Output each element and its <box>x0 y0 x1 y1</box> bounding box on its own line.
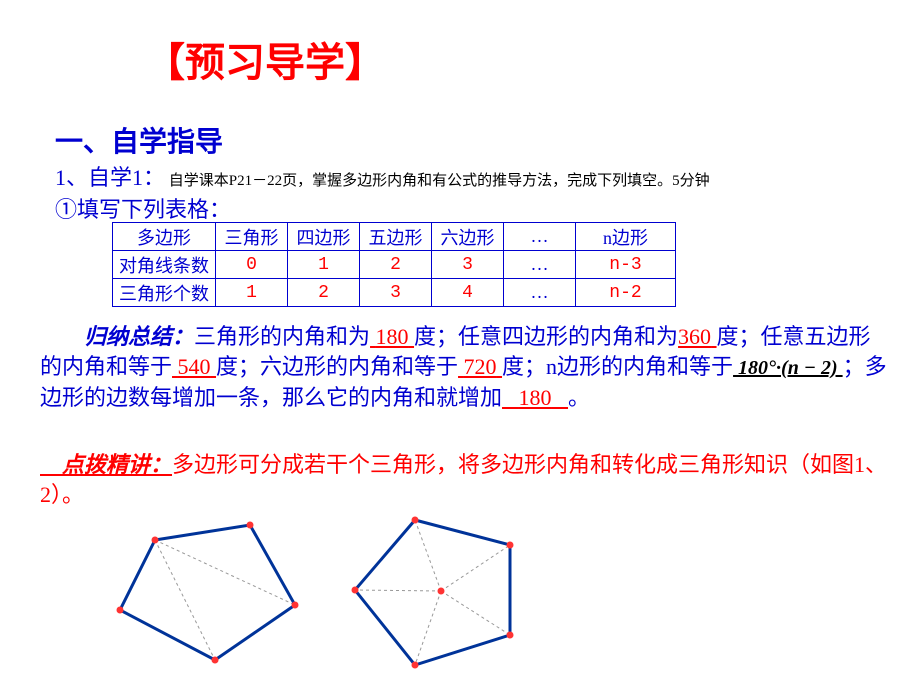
th-3: 五边形 <box>360 223 432 251</box>
cell: 0 <box>216 251 288 279</box>
polygon-table: 多边形 三角形 四边形 五边形 六边形 … n边形 对角线条数 0 1 2 3 … <box>112 222 676 307</box>
th-5: … <box>504 223 576 251</box>
pentagon-2-vertex-dot <box>412 517 419 524</box>
table-row: 对角线条数 0 1 2 3 … n-3 <box>113 251 676 279</box>
table-row: 三角形个数 1 2 3 4 … n-2 <box>113 279 676 307</box>
instruction-line-2: ①填写下列表格： <box>55 192 231 224</box>
pentagon-2-spoke <box>415 591 441 665</box>
cell: … <box>504 279 576 307</box>
th-1: 三角形 <box>216 223 288 251</box>
blank-360: 360 <box>678 324 717 349</box>
pentagon-1-vertex-dot <box>247 522 254 529</box>
t1b: 度；任意四边形的内角和为 <box>414 324 678 349</box>
pentagon-1-vertex-dot <box>292 602 299 609</box>
pentagon-1-diagonal <box>155 540 295 605</box>
cell: 4 <box>432 279 504 307</box>
t1a: 三角形的内角和为 <box>194 324 370 349</box>
cell: 1 <box>288 251 360 279</box>
summary-paragraph: 归纳总结：三角形的内角和为 180 度；任意四边形的内角和为360 度；任意五边… <box>40 322 890 413</box>
row-label-0: 对角线条数 <box>113 251 216 279</box>
th-4: 六边形 <box>432 223 504 251</box>
pentagon-2-vertex-dot <box>507 542 514 549</box>
pentagon-2-spoke <box>355 590 441 591</box>
blank-formula: 180°·(n − 2) <box>733 357 843 379</box>
main-title: 【预习导学】 <box>145 30 385 88</box>
line1-text: 自学课本P21－22页，掌握多边形内角和有公式的推导方法，完成下列填空。5分钟 <box>169 173 710 189</box>
pentagon-1-diagonal <box>155 540 215 660</box>
summary-lead: 归纳总结： <box>40 324 194 349</box>
blank-180b: 180 <box>502 385 568 410</box>
blank-180: 180 <box>370 324 414 349</box>
pentagon-1 <box>120 525 295 660</box>
pentagon-2-vertex-dot <box>352 587 359 594</box>
pentagon-2-spoke <box>441 545 510 591</box>
table-head-row: 多边形 三角形 四边形 五边形 六边形 … n边形 <box>113 223 676 251</box>
section-1-heading: 一、自学指导 <box>55 120 223 160</box>
row-label-1: 三角形个数 <box>113 279 216 307</box>
pentagon-1-outline <box>120 525 295 660</box>
pentagon-1-vertex-dot <box>117 607 124 614</box>
pentagon-1-vertex-dot <box>212 657 219 664</box>
t1g: 。 <box>568 385 590 410</box>
cell: 2 <box>288 279 360 307</box>
pentagons-svg <box>95 500 575 680</box>
pentagon-2-vertex-dot <box>412 662 419 669</box>
pentagon-2-center-dot <box>438 588 445 595</box>
instruction-line-1: 1、自学1： 自学课本P21－22页，掌握多边形内角和有公式的推导方法，完成下列… <box>55 160 710 192</box>
line1-prefix: 1、自学1： <box>55 165 165 190</box>
diagrams-wrapper <box>95 500 575 680</box>
th-6: n边形 <box>576 223 676 251</box>
pentagon-2-outline <box>355 520 510 665</box>
cell: n-2 <box>576 279 676 307</box>
th-0: 多边形 <box>113 223 216 251</box>
cell: n-3 <box>576 251 676 279</box>
cell: 3 <box>360 279 432 307</box>
pentagon-2-spoke <box>441 591 510 635</box>
pentagon-2-vertex-dot <box>507 632 514 639</box>
blank-720: 720 <box>458 354 502 379</box>
pentagon-1-vertex-dot <box>152 537 159 544</box>
cell: … <box>504 251 576 279</box>
pentagon-2-spoke <box>415 520 441 591</box>
tip-lead: 点拨精讲： <box>40 452 172 477</box>
t1e: 度；n边形的内角和等于 <box>502 354 733 379</box>
t1d: 度；六边形的内角和等于 <box>216 354 458 379</box>
cell: 1 <box>216 279 288 307</box>
cell: 3 <box>432 251 504 279</box>
th-2: 四边形 <box>288 223 360 251</box>
pentagon-2 <box>355 520 510 665</box>
cell: 2 <box>360 251 432 279</box>
title-text: 【预习导学】 <box>145 40 385 85</box>
blank-540: 540 <box>172 354 216 379</box>
